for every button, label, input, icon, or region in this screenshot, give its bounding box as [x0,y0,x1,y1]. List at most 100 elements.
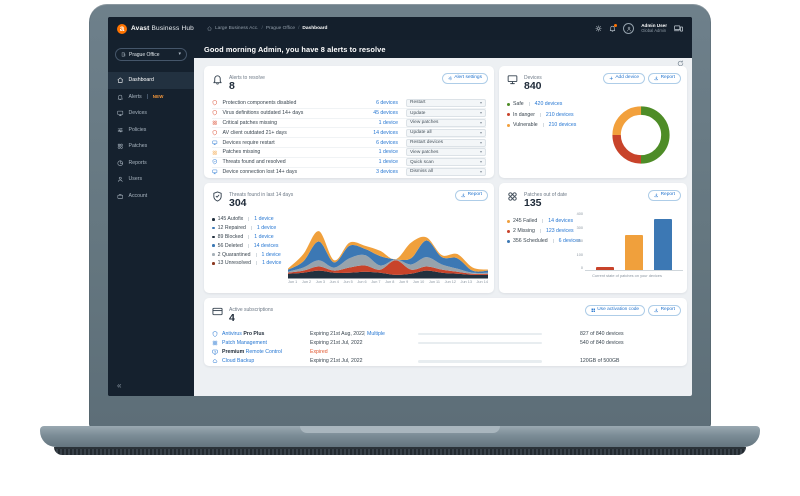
legend-link[interactable]: 1 device [256,225,277,232]
legend-link[interactable]: 210 devices [545,111,574,118]
legend-link[interactable]: 1 device [254,233,274,240]
alert-devices-link[interactable]: 1 device [378,119,398,126]
alert-action-select[interactable]: Dismiss all ▾ [406,167,486,176]
usage-progress-bar [418,341,542,345]
sidebar-item-dashboard[interactable]: Dashboard [108,72,194,89]
legend-link[interactable]: 420 devices [534,101,563,108]
legend-item: 12 Repaired 1 device [212,224,281,233]
sidebar-item-alerts[interactable]: Alerts NEW [108,89,194,106]
alert-action-select[interactable]: View patches ▾ [406,118,486,127]
chevron-down-icon: ▾ [479,99,482,105]
subscription-usage: 540 of 840 devices [580,339,624,346]
home-icon [207,26,212,31]
shield-icon [212,130,217,136]
subscriptions-card: Active subscriptions 4 Use activation co… [204,298,687,366]
card-icon [212,307,223,316]
legend-item: In danger 210 devices [507,110,576,121]
avatar[interactable] [623,23,635,34]
alert-label: Virus definitions outdated 14+ days [222,110,304,117]
pie-chart-icon [117,160,123,166]
legend-link[interactable]: 1 device [261,251,281,258]
legend-dot [212,226,215,230]
alerts-count: 8 [229,80,235,92]
chevron-down-icon: ▾ [479,139,482,145]
laptop-base [40,426,760,447]
breadcrumb-item[interactable]: Prague Office [265,26,296,31]
chevron-down-icon: ▾ [479,168,482,174]
patches-count: 135 [524,197,542,209]
multiple-link[interactable]: Multiple [367,330,385,337]
alert-settings-button[interactable]: Alert settings [441,73,488,84]
alert-devices-link[interactable]: 45 devices [373,110,398,117]
sidebar-item-account[interactable]: Account [108,188,194,205]
y-axis-label: 400 [576,212,583,216]
sidebar-item-reports[interactable]: Reports [108,155,194,172]
legend-link[interactable]: 6 devices [558,238,581,244]
sidebar-collapse-button[interactable]: « [117,381,122,390]
sidebar-item-policies[interactable]: Policies [108,122,194,139]
laptop-underside [54,447,746,455]
gear-icon [448,76,452,81]
chevron-down-icon: ▾ [479,149,482,155]
subscription-name-link[interactable]: Antivirus Pro Plus [222,330,265,337]
legend-dot [507,239,510,243]
report-button[interactable]: Report [648,305,681,316]
notifications-button[interactable] [609,24,618,32]
y-axis-labels: 400 300 200 100 0 [571,212,585,271]
divider [248,234,250,239]
alert-devices-link[interactable]: 6 devices [376,139,398,146]
user-menu[interactable]: Admin User Global Admin [641,23,667,33]
alert-action-select[interactable]: Restart ▾ [406,98,486,107]
alert-action-select[interactable]: View patches ▾ [406,148,486,157]
use-activation-code-button[interactable]: Use activation code [584,305,646,316]
sidebar-item-label: Devices [128,110,147,117]
legend-link[interactable]: 14 devices [253,242,279,249]
breadcrumb-item[interactable]: Large Business Acc. [215,26,259,31]
shield-check-icon [213,191,222,202]
x-axis-label: Jun 1 [288,280,298,284]
subscription-name-link[interactable]: Cloud Backup [222,358,255,365]
devices-card: Devices 840 Add device Report Safe 420 d… [499,66,687,178]
report-button[interactable]: Report [455,190,488,201]
alert-devices-link[interactable]: 6 devices [376,99,398,106]
alert-label: Device connection lost 14+ days [222,168,298,175]
legend-link[interactable]: 1 device [262,260,282,267]
devices-icon[interactable] [674,24,683,33]
dashboard-content: Alerts to resolve 8 Alert settings Prote… [194,58,692,396]
cloud-icon [212,359,218,364]
sidebar-item-users[interactable]: Users [108,171,194,188]
x-axis-label: Jun 9 [399,280,409,284]
divider [250,226,252,231]
sidebar-item-devices[interactable]: Devices [108,105,194,122]
alert-devices-link[interactable]: 1 device [378,159,398,166]
alert-action-select[interactable]: Update ▾ [406,109,486,118]
legend-link[interactable]: 14 devices [548,218,574,224]
org-selector[interactable]: Prague Office ▾ [115,48,187,61]
legend-link[interactable]: 1 device [254,216,274,223]
patch-grid-icon [212,120,217,126]
subscription-name-link[interactable]: Patch Management [222,339,267,346]
report-button[interactable]: Report [648,190,681,201]
devices-donut-chart [612,106,670,164]
alerts-card: Alerts to resolve 8 Alert settings Prote… [204,66,494,178]
alert-action-select[interactable]: Restart devices ▾ [406,138,486,147]
sidebar-item-patches[interactable]: Patches [108,138,194,155]
card-title: Active subscriptions [229,307,274,313]
report-button[interactable]: Report [648,73,681,84]
notification-badge [614,24,618,27]
legend-link[interactable]: 123 devices [545,228,574,234]
alert-action-select[interactable]: Quick scan ▾ [406,158,486,167]
gear-icon[interactable] [595,25,602,32]
legend-dot [212,235,215,239]
alert-devices-link[interactable]: 3 devices [376,168,398,175]
subscription-name-link[interactable]: Premium Remote Control [222,349,282,356]
x-axis-label: Jun 6 [357,280,367,284]
alert-devices-link[interactable]: 1 device [378,149,398,156]
x-axis-label: Jun 5 [343,280,353,284]
devices-count: 840 [524,80,542,92]
alert-action-select[interactable]: Update all ▾ [406,128,486,137]
legend-link[interactable]: 210 devices [548,122,577,129]
alert-devices-link[interactable]: 14 devices [373,129,398,136]
add-device-button[interactable]: Add device [602,73,646,84]
subscription-expired: Expired [310,349,328,356]
